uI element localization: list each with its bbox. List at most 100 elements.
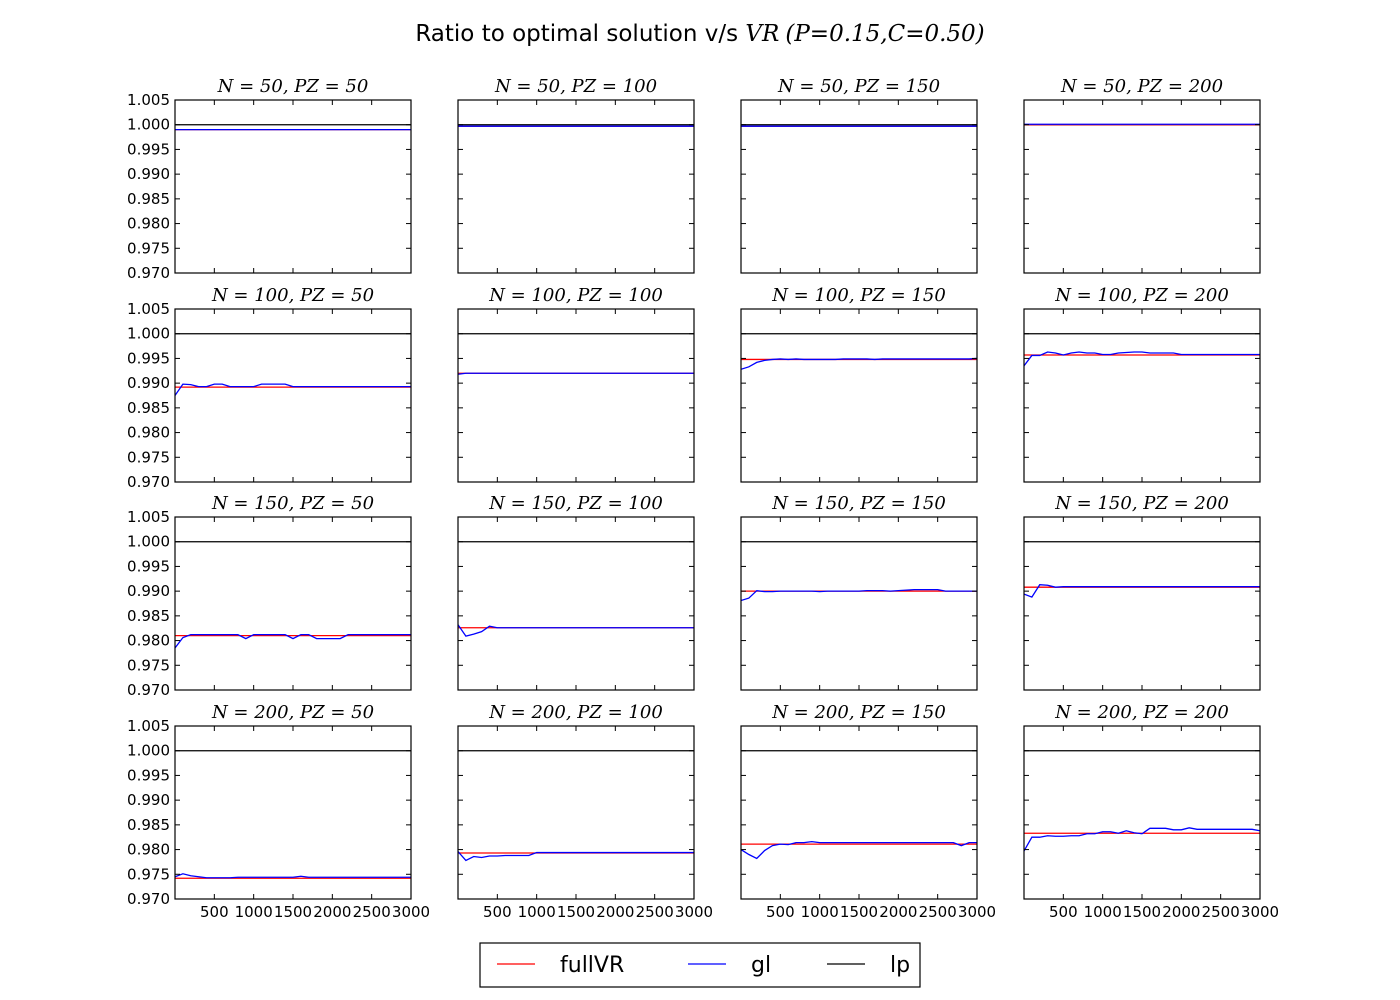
x-tick-label: 3000 bbox=[958, 903, 996, 921]
figure-title-params: (P=0.15,C=0.50) bbox=[785, 21, 984, 47]
x-tick-label: 2500 bbox=[919, 903, 957, 921]
y-tick-label: 0.975 bbox=[127, 656, 170, 674]
subplot-panel: N = 150, PZ = 150 bbox=[740, 493, 978, 691]
y-tick-label: 0.975 bbox=[127, 448, 170, 466]
y-tick-label: 1.005 bbox=[127, 717, 170, 735]
y-tick-label: 0.995 bbox=[127, 349, 170, 367]
series-gl-line bbox=[175, 873, 411, 879]
subplot-title: N = 100, PZ = 100 bbox=[488, 285, 663, 306]
x-tick-label: 2500 bbox=[636, 903, 674, 921]
x-tick-label: 500 bbox=[1049, 903, 1078, 921]
figure-title-prefix: Ratio to optimal solution v/s bbox=[415, 21, 745, 47]
x-tick-label: 3000 bbox=[675, 903, 713, 921]
subplot-panel: N = 200, PZ = 150 500 1000 1500 2000 2500 3000 bbox=[740, 702, 996, 921]
subplot-panel: N = 100, PZ = 150 bbox=[740, 285, 978, 483]
subplot-panel: N = 50, PZ = 100 bbox=[457, 76, 695, 274]
axis-ticks bbox=[1024, 308, 1261, 483]
subplot-panel: N = 150, PZ = 50 0.970 0.975 0.980 0.985 0.99… bbox=[127, 493, 412, 699]
y-tick-label: 0.970 bbox=[127, 264, 170, 282]
x-tick-label: 1000 bbox=[801, 903, 839, 921]
subplot-title: N = 100, PZ = 150 bbox=[771, 285, 946, 306]
y-tick-label: 0.990 bbox=[127, 165, 170, 183]
legend-label: lp bbox=[890, 953, 910, 978]
subplot-title: N = 150, PZ = 150 bbox=[771, 493, 946, 514]
subplot-panel: N = 200, PZ = 200 500 1000 1500 2000 2500 3000 bbox=[1023, 702, 1279, 921]
x-tick-label: 1500 bbox=[1123, 903, 1161, 921]
y-tick-label: 1.000 bbox=[127, 742, 170, 760]
x-tick-label: 2000 bbox=[596, 903, 634, 921]
x-tick-label: 2500 bbox=[353, 903, 391, 921]
axis-ticks bbox=[175, 725, 412, 900]
y-tick-label: 0.970 bbox=[127, 681, 170, 699]
subplot-frame bbox=[174, 516, 412, 691]
subplot-panel: N = 50, PZ = 150 bbox=[740, 76, 978, 274]
subplot-frame bbox=[740, 308, 978, 483]
axis-ticks bbox=[1024, 516, 1261, 691]
subplot-title: N = 150, PZ = 200 bbox=[1054, 493, 1229, 514]
subplot-title: N = 200, PZ = 200 bbox=[1054, 702, 1229, 723]
y-tick-label: 0.990 bbox=[127, 374, 170, 392]
y-tick-label: 1.000 bbox=[127, 116, 170, 134]
series-gl-line bbox=[458, 851, 694, 862]
y-tick-label: 1.005 bbox=[127, 300, 170, 318]
subplot-frame bbox=[740, 99, 978, 274]
series-gl-line bbox=[175, 383, 411, 396]
subplot-title: N = 50, PZ = 150 bbox=[777, 76, 940, 97]
y-tick-label: 0.995 bbox=[127, 766, 170, 784]
x-tick-label: 2000 bbox=[879, 903, 917, 921]
subplot-title: N = 50, PZ = 50 bbox=[217, 76, 369, 97]
series-gl-line bbox=[1024, 351, 1260, 367]
x-tick-label: 1500 bbox=[557, 903, 595, 921]
subplot-frame bbox=[457, 308, 695, 483]
y-tick-label: 1.000 bbox=[127, 325, 170, 343]
series-gl-line bbox=[458, 624, 694, 637]
y-tick-label: 0.995 bbox=[127, 140, 170, 158]
x-tick-label: 3000 bbox=[1241, 903, 1279, 921]
y-tick-label: 0.970 bbox=[127, 890, 170, 908]
axis-ticks bbox=[175, 308, 412, 483]
series-gl-line bbox=[1024, 584, 1260, 598]
subplot-frame bbox=[457, 516, 695, 691]
subplot-title: N = 50, PZ = 100 bbox=[494, 76, 657, 97]
subplot-panel: N = 100, PZ = 50 0.970 0.975 0.980 0.985 0.99… bbox=[127, 285, 412, 491]
subplot-frame bbox=[174, 725, 412, 900]
series-gl-line bbox=[741, 841, 977, 860]
axis-ticks bbox=[741, 725, 978, 900]
subplot-frame bbox=[174, 308, 412, 483]
subplot-panel: N = 50, PZ = 200 bbox=[1023, 76, 1261, 274]
subplot-title: N = 100, PZ = 50 bbox=[211, 285, 374, 306]
subplot-frame bbox=[457, 99, 695, 274]
x-tick-label: 3000 bbox=[392, 903, 430, 921]
subplot-frame bbox=[1023, 516, 1261, 691]
axis-ticks bbox=[741, 308, 978, 483]
x-tick-label: 2000 bbox=[313, 903, 351, 921]
subplot-title: N = 100, PZ = 200 bbox=[1054, 285, 1229, 306]
x-tick-label: 1500 bbox=[274, 903, 312, 921]
y-tick-label: 0.985 bbox=[127, 816, 170, 834]
legend: fullVR gl lp bbox=[479, 942, 921, 988]
figure-title: Ratio to optimal solution v/s VR (P=0.15,… bbox=[415, 21, 984, 47]
subplot-title: N = 150, PZ = 100 bbox=[488, 493, 663, 514]
series-gl-line bbox=[458, 372, 694, 375]
axis-ticks bbox=[1024, 99, 1261, 274]
series-gl-line bbox=[741, 357, 977, 370]
x-tick-label: 1000 bbox=[235, 903, 273, 921]
subplot-frame bbox=[1023, 725, 1261, 900]
subplot-panel: N = 100, PZ = 100 bbox=[457, 285, 695, 483]
legend-item: lp bbox=[827, 953, 910, 978]
subplot-panel: N = 150, PZ = 200 bbox=[1023, 493, 1261, 691]
axis-ticks bbox=[458, 308, 695, 483]
subplot-frame bbox=[740, 725, 978, 900]
y-tick-label: 0.985 bbox=[127, 399, 170, 417]
axis-ticks bbox=[741, 516, 978, 691]
y-tick-label: 0.980 bbox=[127, 632, 170, 650]
y-tick-label: 0.980 bbox=[127, 424, 170, 442]
subplot-panel: N = 100, PZ = 200 bbox=[1023, 285, 1261, 483]
y-tick-label: 0.985 bbox=[127, 190, 170, 208]
series-gl-line bbox=[1024, 827, 1260, 852]
subplot-frame bbox=[1023, 308, 1261, 483]
x-tick-label: 1000 bbox=[1084, 903, 1122, 921]
x-tick-label: 500 bbox=[766, 903, 795, 921]
subplot-frame bbox=[174, 99, 412, 274]
subplot-panel: N = 200, PZ = 50 0.970 0.975 0.980 0.985 0.99… bbox=[127, 702, 430, 921]
